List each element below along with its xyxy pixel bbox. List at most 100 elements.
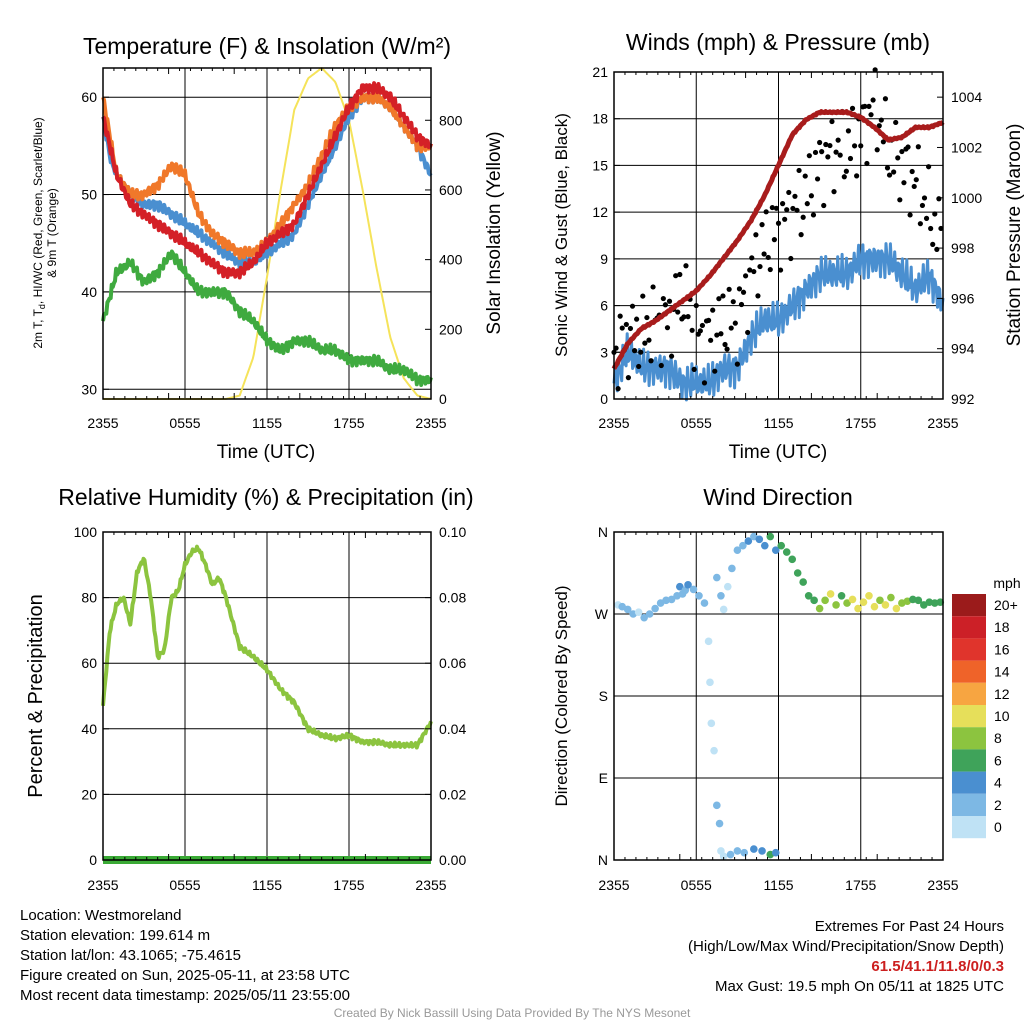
gust-point [745, 329, 751, 336]
legend-label: 0 [994, 819, 1002, 835]
direction-point [713, 573, 721, 582]
gust-point [708, 337, 714, 343]
gust-point [784, 207, 790, 213]
winds-chart-title: Winds (mph) & Pressure (mb) [626, 29, 930, 55]
gust-point [722, 341, 728, 348]
x-tick-label: 2355 [415, 415, 446, 431]
direction-point [771, 848, 780, 857]
gust-point [919, 202, 926, 209]
gust-point [851, 143, 858, 149]
direction-point [870, 602, 879, 611]
gust-point [757, 263, 763, 270]
gust-point [650, 284, 656, 290]
gust-point [796, 167, 802, 174]
gust-point [640, 293, 646, 299]
temperature-xlabel: Time (UTC) [217, 442, 316, 463]
gust-point [740, 289, 747, 295]
gust-point [775, 220, 782, 226]
left-y-tick-label: 6 [600, 298, 608, 314]
most-recent-timestamp: Most recent data timestamp: 2025/05/11 2… [20, 987, 350, 1004]
right-y-tick-label: 992 [951, 391, 975, 407]
gust-point [625, 375, 631, 381]
gust-point [829, 118, 835, 125]
gust-point [613, 345, 619, 351]
right-y-tick-label: 994 [951, 341, 975, 357]
left-y-tick-label: 0 [89, 852, 97, 868]
gust-point [677, 271, 683, 278]
direction-point [777, 541, 786, 550]
temperature-chart-title: Temperature (F) & Insolation (W/m²) [83, 33, 451, 59]
right-y-tick-label: 0 [439, 391, 447, 407]
dewpoint-line [101, 249, 433, 387]
temp-line [101, 81, 433, 280]
right-y-tick-label: 0.06 [439, 655, 466, 671]
gust-point [662, 302, 669, 308]
direction-point [719, 852, 728, 861]
direction-point [739, 541, 747, 550]
legend-swatch [952, 816, 986, 839]
gust-point [817, 139, 823, 146]
gust-point [788, 255, 794, 262]
gust-point [841, 174, 847, 180]
direction-point [744, 537, 753, 545]
direction-point [710, 746, 718, 755]
gust-point [868, 112, 874, 118]
direction-point [859, 598, 868, 606]
gust-point [705, 317, 712, 323]
right-y-tick-label: 1004 [951, 89, 982, 105]
direction-point [848, 595, 857, 604]
gust-point [634, 316, 640, 322]
direction-point [689, 585, 698, 594]
right-y-tick-label: 0.10 [439, 524, 466, 540]
gust-point [646, 337, 652, 343]
gust-point [921, 195, 928, 201]
gust-point [763, 209, 769, 215]
gust-point [862, 103, 868, 109]
legend-swatch [952, 749, 986, 772]
humidity-panel: Relative Humidity (%) & Precipitation (i… [25, 484, 474, 893]
x-tick-label: 2355 [598, 877, 629, 893]
direction-point [645, 610, 654, 618]
legend-label: 16 [994, 641, 1010, 657]
right-y-tick-label: 1000 [951, 190, 982, 206]
direction-point [706, 678, 714, 687]
gust-point [736, 286, 743, 292]
direction-point [804, 591, 813, 600]
legend-label: 4 [994, 775, 1002, 791]
gust-point [780, 201, 786, 207]
temperature-ylabel-line2: & 9m T (Orange) [45, 188, 59, 278]
legend-swatch [952, 771, 986, 794]
gust-point [886, 172, 893, 178]
right-y-tick-label: 0.08 [439, 590, 466, 606]
gust-point [693, 302, 699, 309]
gust-point [849, 105, 856, 111]
right-y-tick-label: 0.02 [439, 786, 466, 802]
direction-point [684, 581, 692, 589]
direction-point [726, 850, 735, 859]
station-elevation: Station elevation: 199.614 m [20, 927, 211, 944]
direction-point [826, 590, 835, 598]
gust-point [812, 149, 819, 156]
gust-point [697, 328, 703, 334]
legend-label: 8 [994, 730, 1002, 746]
gust-point [718, 331, 724, 337]
direction-point [758, 847, 766, 855]
legend-title: mph [993, 575, 1020, 591]
x-tick-label: 1155 [252, 877, 282, 893]
gust-point [701, 380, 708, 386]
extremes-info: Extremes For Past 24 Hours (High/Low/Max… [688, 917, 1004, 997]
gust-point [689, 327, 695, 333]
direction-point [700, 599, 709, 607]
gust-point [710, 307, 716, 313]
gust-point [825, 154, 831, 160]
gust-point [749, 255, 755, 261]
x-tick-label: 0555 [681, 415, 712, 431]
gust-point [767, 266, 773, 273]
direction-point [843, 599, 851, 607]
legend-swatch [952, 616, 986, 639]
left-y-tick-label: 60 [81, 89, 97, 105]
station-info: Location: Westmoreland Station elevation… [20, 906, 350, 1006]
left-y-tick-label: 3 [600, 344, 608, 360]
temperature-ylabel-line1: 2m T, Td, HI/WC (Red, Green, Scarlet/Blu… [31, 117, 47, 348]
gust-point [926, 164, 932, 170]
